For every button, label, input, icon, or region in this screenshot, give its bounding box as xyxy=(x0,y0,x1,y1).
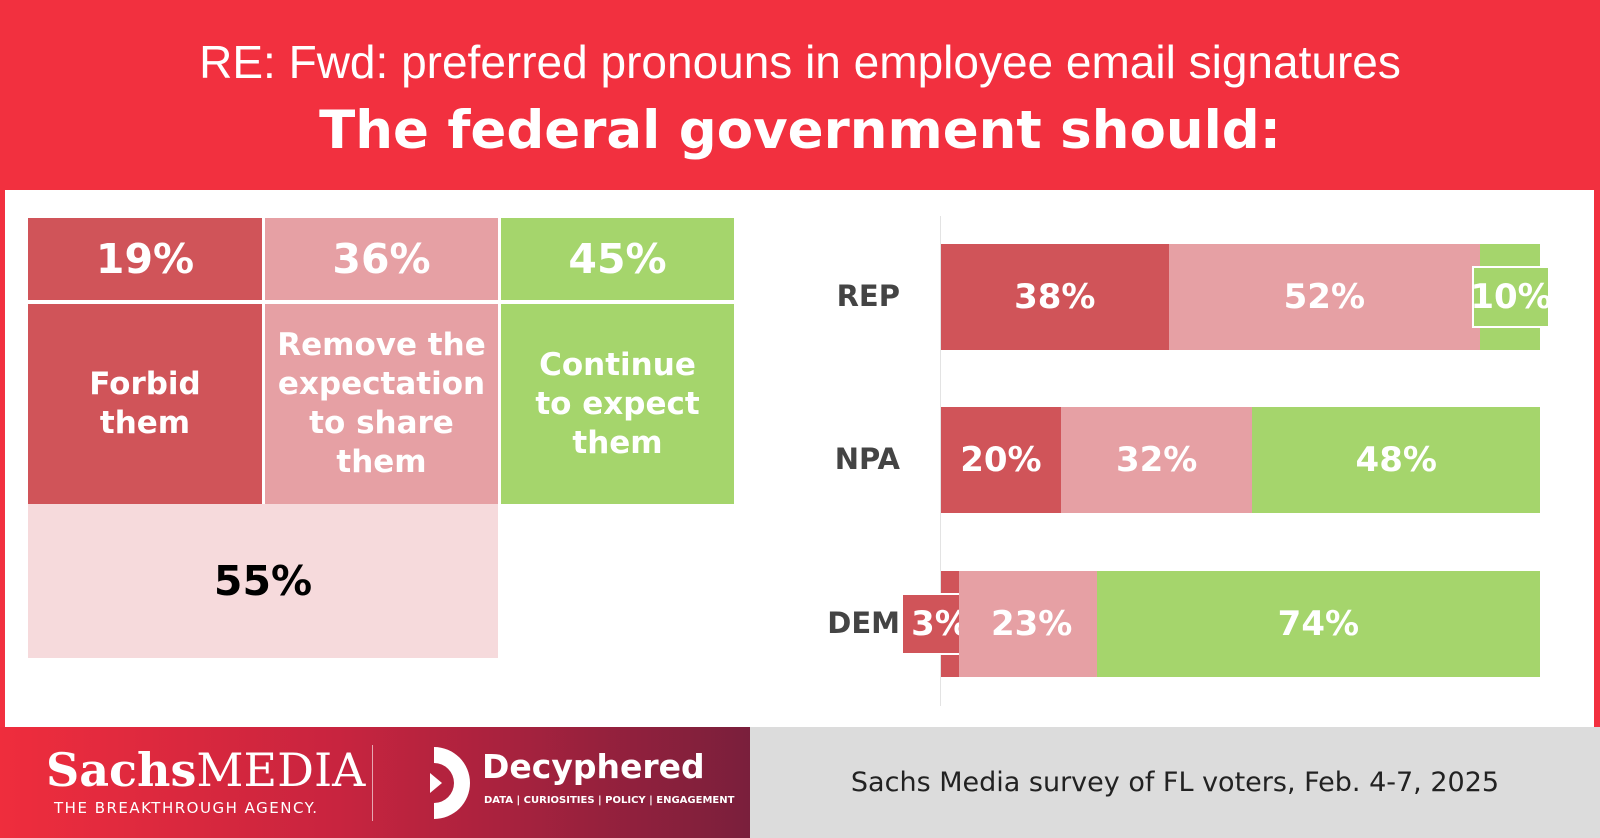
footer-brands: SachsMEDIA THE BREAKTHROUGH AGENCY. Decy… xyxy=(0,727,750,838)
forbid-label: Forbid them xyxy=(28,304,262,504)
bar-label-npa-continue: 48% xyxy=(1355,440,1437,480)
remove-label-text: Remove the expectation to share them xyxy=(277,327,486,480)
remove-percent: 36% xyxy=(265,218,498,300)
forbid-label-text: Forbid them xyxy=(89,366,201,441)
bar-dem-remove xyxy=(958,571,1097,677)
bar-npa-remove xyxy=(1060,407,1253,513)
forbid-percent: 19% xyxy=(28,218,262,300)
bar-label-rep-remove: 52% xyxy=(1283,277,1366,317)
bar-label-dem-remove: 23% xyxy=(990,604,1073,644)
party-label-rep: REP xyxy=(836,279,900,313)
brand1-bold: Sachs xyxy=(46,743,197,797)
continue-label-text: Continue to expect them xyxy=(535,347,700,461)
footer-divider xyxy=(372,745,373,821)
decyphered-logo: Decyphered xyxy=(482,747,705,786)
brand1-rest: MEDIA xyxy=(196,743,366,797)
footer-source: Sachs Media survey of FL voters, Feb. 4-… xyxy=(750,727,1600,838)
bar-npa-continue xyxy=(1252,407,1540,513)
bar-npa-forbid xyxy=(941,407,1061,513)
bar-label-dem-continue: 74% xyxy=(1277,604,1360,644)
bar-label-npa-remove: 32% xyxy=(1115,440,1198,480)
axis-line xyxy=(940,216,941,706)
bar-rep-forbid xyxy=(941,244,1169,350)
party-label-dem: DEM xyxy=(827,606,900,640)
remove-label: Remove the expectation to share them xyxy=(265,304,498,504)
decyphered-logo-icon xyxy=(430,747,470,819)
sachs-media-tagline: THE BREAKTHROUGH AGENCY. xyxy=(54,799,319,817)
sachs-media-logo: SachsMEDIA xyxy=(46,745,365,795)
email-subject: RE: Fwd: preferred pronouns in employee … xyxy=(199,36,1401,88)
bar-dem-continue xyxy=(1096,571,1540,677)
combined-percent: 55% xyxy=(28,504,498,658)
chart-title: The federal government should: xyxy=(319,100,1281,161)
source-note: Sachs Media survey of FL voters, Feb. 4-… xyxy=(850,767,1500,798)
continue-label: Continue to expect them xyxy=(501,304,734,504)
bar-label-rep-continue: 10% xyxy=(1470,266,1552,328)
bar-label-npa-forbid: 20% xyxy=(960,440,1042,480)
decyphered-tagline: DATA | CURIOSITIES | POLICY | ENGAGEMENT xyxy=(484,795,735,806)
party-label-npa: NPA xyxy=(834,442,900,476)
continue-percent: 45% xyxy=(501,218,734,300)
bar-rep-remove xyxy=(1168,244,1481,350)
bar-label-rep-forbid: 38% xyxy=(1014,277,1096,317)
header: RE: Fwd: preferred pronouns in employee … xyxy=(0,0,1600,190)
